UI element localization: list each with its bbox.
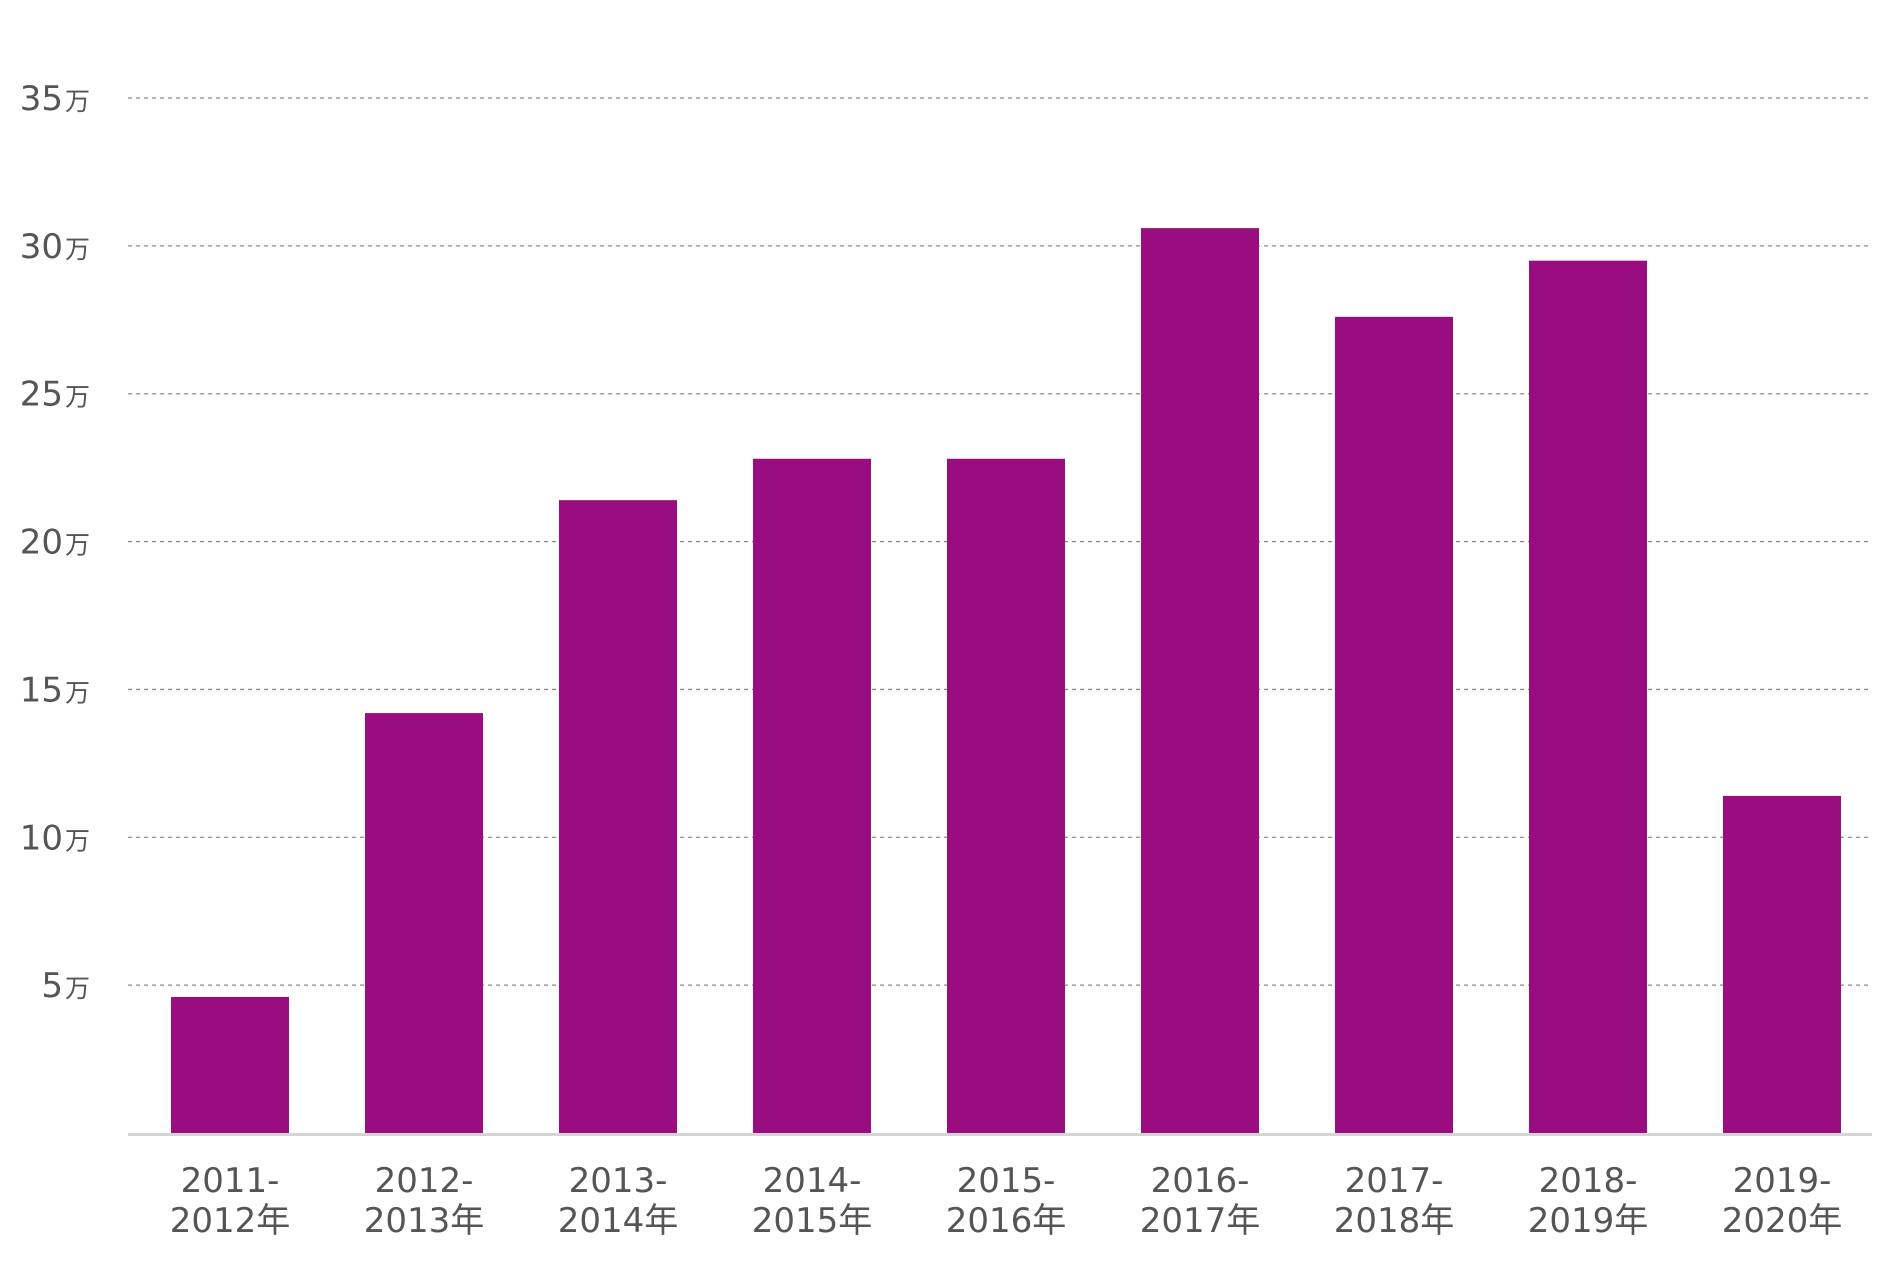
x-tick-label: 2019-2020年 xyxy=(1722,1161,1843,1241)
x-tick-label: 2017-2018年 xyxy=(1334,1161,1455,1241)
x-axis-ticks: 2011-2012年 2012-2013年 2013-2014年 2014-2015年… xyxy=(170,1161,1843,1241)
y-tick-label: 10万 xyxy=(20,818,90,858)
y-tick-label: 25万 xyxy=(20,375,90,415)
x-tick-label: 2014-2015年 xyxy=(752,1161,873,1241)
x-tick-label: 2016-2017年 xyxy=(1140,1161,1261,1241)
y-tick-label: 35万 xyxy=(20,79,90,119)
x-tick-label: 2013-2014年 xyxy=(558,1161,679,1241)
bars xyxy=(171,228,1841,1134)
bar-2 xyxy=(559,500,677,1134)
x-tick-label: 2012-2013年 xyxy=(364,1161,485,1241)
x-tick-label: 2018-2019年 xyxy=(1528,1161,1649,1241)
bar-0 xyxy=(171,996,289,1133)
y-tick-label: 15万 xyxy=(20,670,90,710)
bar-6 xyxy=(1335,316,1453,1133)
bar-1 xyxy=(365,713,483,1133)
bar-4 xyxy=(947,458,1065,1133)
y-tick-label: 20万 xyxy=(20,523,90,563)
bar-5 xyxy=(1141,228,1259,1134)
y-tick-label: 30万 xyxy=(20,227,90,267)
y-tick-label: 5万 xyxy=(41,966,90,1006)
bar-8 xyxy=(1723,795,1841,1133)
x-tick-label: 2015-2016年 xyxy=(946,1161,1067,1241)
x-tick-label: 2011-2012年 xyxy=(170,1161,291,1241)
bar-3 xyxy=(753,458,871,1133)
bar-7 xyxy=(1529,260,1647,1134)
y-axis-ticks: 5万 10万 15万 20万 25万 30万 35万 xyxy=(20,79,90,1006)
